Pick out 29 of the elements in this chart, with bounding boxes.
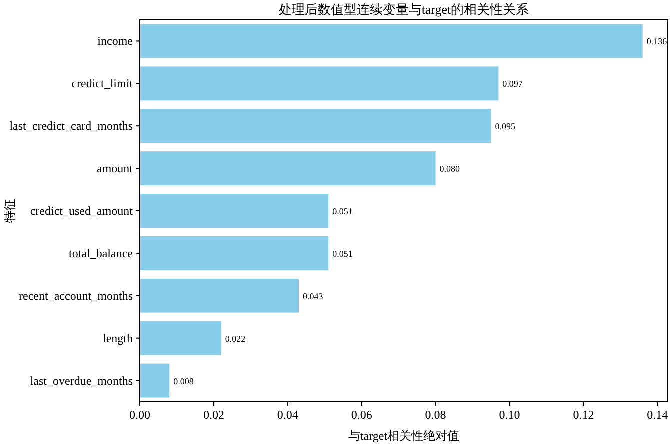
x-tick-label: 0.04	[277, 408, 298, 422]
y-tick-label: recent_account_months	[19, 288, 134, 303]
y-tick-label: total_balance	[69, 246, 133, 260]
data-label: 0.136	[646, 36, 668, 47]
y-tick-label: last_credict_card_months	[10, 119, 134, 134]
data-label: 0.097	[502, 79, 524, 90]
data-label: 0.008	[174, 376, 194, 386]
data-label: 0.051	[332, 248, 353, 259]
x-axis-title: 与target相关性绝对值	[348, 429, 460, 443]
y-tick-label: credict_used_amount	[30, 204, 134, 218]
x-tick-label: 0.10	[499, 408, 520, 422]
y-tick-label: length	[103, 331, 133, 346]
y-tick-label: credict_limit	[72, 76, 134, 91]
y-tick-label: last_overdue_months	[30, 374, 134, 388]
x-tick-label: 0.02	[203, 408, 224, 422]
y-tick-label: income	[98, 34, 133, 48]
data-label: 0.051	[332, 206, 353, 216]
chart-title: 处理后数值型连续变量与target的相关性关系	[278, 2, 530, 17]
x-tick-label: 0.12	[573, 408, 594, 422]
x-tick-label: 0.06	[351, 408, 372, 422]
data-label: 0.095	[495, 122, 516, 132]
data-label: 0.043	[302, 291, 324, 302]
y-tick-label: amount	[97, 162, 134, 176]
y-axis-title: 特征	[3, 199, 17, 223]
data-label: 0.022	[225, 334, 246, 344]
x-tick-label: 0.08	[425, 408, 446, 422]
data-label: 0.080	[440, 164, 461, 174]
x-tick-label: 0.14	[647, 408, 668, 422]
x-tick-label: 0.00	[130, 408, 150, 422]
